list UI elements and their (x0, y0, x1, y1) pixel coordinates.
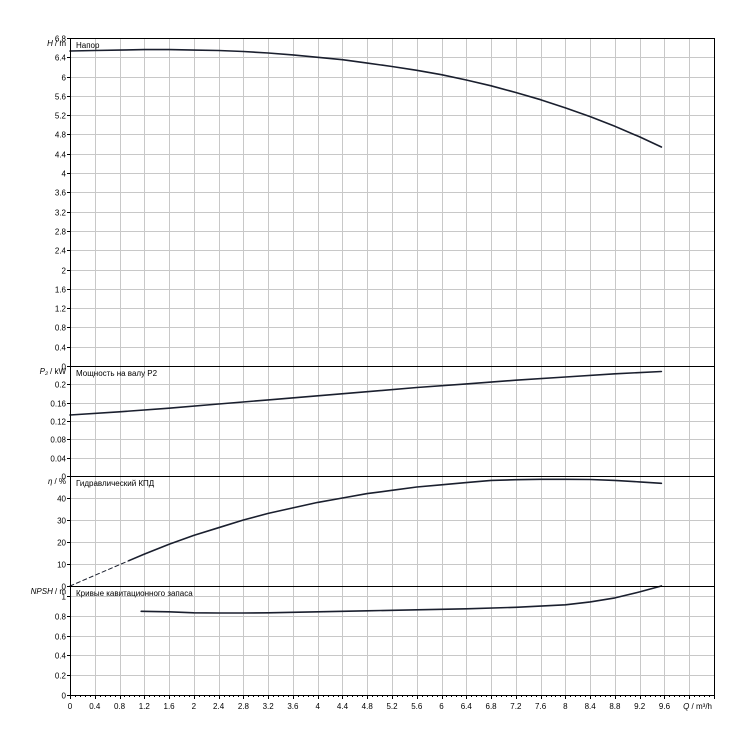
npsh-y-axis-unit: / m (55, 587, 66, 596)
power-y-axis-symbol: P₂ (40, 367, 48, 376)
npsh-y-tick-label: 0.8 (55, 613, 67, 622)
head-y-tick-label: 6 (62, 74, 67, 83)
head-y-axis-label: H / m (47, 39, 66, 48)
x-tick-label: 1.2 (139, 702, 151, 711)
head-y-tick-label: 4.4 (55, 151, 67, 160)
efficiency-y-tick-label: 20 (57, 539, 66, 548)
x-tick-label: 8.4 (585, 702, 597, 711)
x-axis-symbol: Q (683, 702, 689, 711)
frame-layer (67, 38, 715, 699)
head-y-tick-label: 6.8 (55, 35, 67, 44)
x-tick-label: 4.4 (337, 702, 349, 711)
head-y-tick-label: 6.4 (55, 54, 67, 63)
efficiency-y-tick-label: 0 (62, 583, 67, 592)
power-curve (69, 370, 663, 416)
npsh-panel-title: Кривые кавитационного запаса (76, 589, 193, 598)
x-tick-label: 3.6 (287, 702, 299, 711)
head-y-tick-label: 3.6 (55, 189, 67, 198)
npsh-y-tick-label: 0 (62, 692, 67, 701)
x-tick-label: 0.8 (114, 702, 126, 711)
head-y-axis-unit: / m (55, 39, 66, 48)
x-tick-label: 3.2 (263, 702, 275, 711)
head-y-tick-label: 2 (62, 267, 67, 276)
power-y-tick-label: 0.04 (50, 455, 66, 464)
head-y-tick-label: 2.8 (55, 228, 67, 237)
x-tick-label: 2 (192, 702, 197, 711)
npsh-curve (140, 585, 663, 614)
x-tick-label: 6 (439, 702, 444, 711)
label-layer: 0 0.4 0.8 1.2 1.6 2 2.4 2.8 3.2 3.6 4 4.4 4.8 5.2 5.6 6… (31, 35, 712, 712)
head-y-tick-label: 5.6 (55, 93, 67, 102)
efficiency-y-tick-label: 10 (57, 561, 66, 570)
x-tick-label: 0.4 (89, 702, 101, 711)
head-curve (69, 48, 663, 148)
head-y-tick-label: 5.2 (55, 112, 67, 121)
efficiency-curve-extrapolated (69, 560, 130, 587)
x-tick-label: 2.8 (238, 702, 250, 711)
grid-layer (70, 38, 715, 696)
power-y-axis-label: P₂ / kW (40, 367, 67, 376)
efficiency-y-tick-label: 40 (57, 495, 66, 504)
npsh-y-tick-label: 0.4 (55, 652, 67, 661)
x-axis-unit: / m³/h (689, 702, 712, 711)
head-y-tick-label: 4 (62, 170, 67, 179)
efficiency-y-axis-symbol: η (48, 477, 53, 486)
x-tick-label: 2.4 (213, 702, 225, 711)
efficiency-y-axis-label: η / % (48, 477, 66, 486)
head-y-tick-label: 0.8 (55, 324, 67, 333)
power-y-tick-label: 0 (62, 473, 67, 482)
power-y-tick-label: 0.16 (50, 400, 66, 409)
x-tick-label: 0 (68, 702, 73, 711)
x-tick-label: 4 (315, 702, 320, 711)
x-tick-label: 9.6 (659, 702, 671, 711)
efficiency-curve (128, 478, 663, 562)
x-axis-label: Q / m³/h (683, 702, 712, 711)
curve-layer (69, 48, 663, 614)
head-y-tick-label: 4.8 (55, 131, 67, 140)
head-y-tick-label: 2.4 (55, 247, 67, 256)
efficiency-panel-title: Гидравлический КПД (76, 479, 155, 488)
npsh-y-tick-label: 1 (62, 593, 67, 602)
head-y-axis-symbol: H (47, 39, 53, 48)
head-panel-title: Напор (76, 41, 100, 50)
npsh-y-tick-label: 0.6 (55, 633, 67, 642)
x-tick-label: 5.2 (386, 702, 398, 711)
head-y-tick-label: 1.2 (55, 305, 67, 314)
power-panel-title: Мощность на валу P2 (76, 369, 158, 378)
npsh-y-axis-symbol: NPSH (31, 587, 53, 596)
power-y-axis-unit: / kW (50, 367, 66, 376)
power-y-tick-label: 0.08 (50, 436, 66, 445)
head-y-tick-label: 1.6 (55, 286, 67, 295)
efficiency-y-axis-unit: / % (54, 477, 66, 486)
head-y-tick-label: 0 (62, 363, 67, 372)
head-y-tick-label: 3.2 (55, 209, 67, 218)
x-tick-label: 8 (563, 702, 568, 711)
x-tick-label: 4.8 (362, 702, 374, 711)
head-y-tick-label: 0.4 (55, 344, 67, 353)
x-tick-label: 8.8 (609, 702, 621, 711)
power-y-tick-label: 0.2 (55, 381, 67, 390)
x-tick-label: 7.6 (535, 702, 547, 711)
power-y-tick-label: 0.12 (50, 418, 66, 427)
x-tick-label: 1.6 (164, 702, 176, 711)
x-tick-label: 6.8 (486, 702, 498, 711)
npsh-y-tick-label: 0.2 (55, 672, 67, 681)
x-tick-label: 5.6 (411, 702, 423, 711)
efficiency-y-tick-label: 30 (57, 517, 66, 526)
npsh-y-axis-label: NPSH / m (31, 587, 67, 596)
x-tick-label: 7.2 (510, 702, 522, 711)
x-tick-label: 6.4 (461, 702, 473, 711)
x-tick-label: 9.2 (634, 702, 646, 711)
